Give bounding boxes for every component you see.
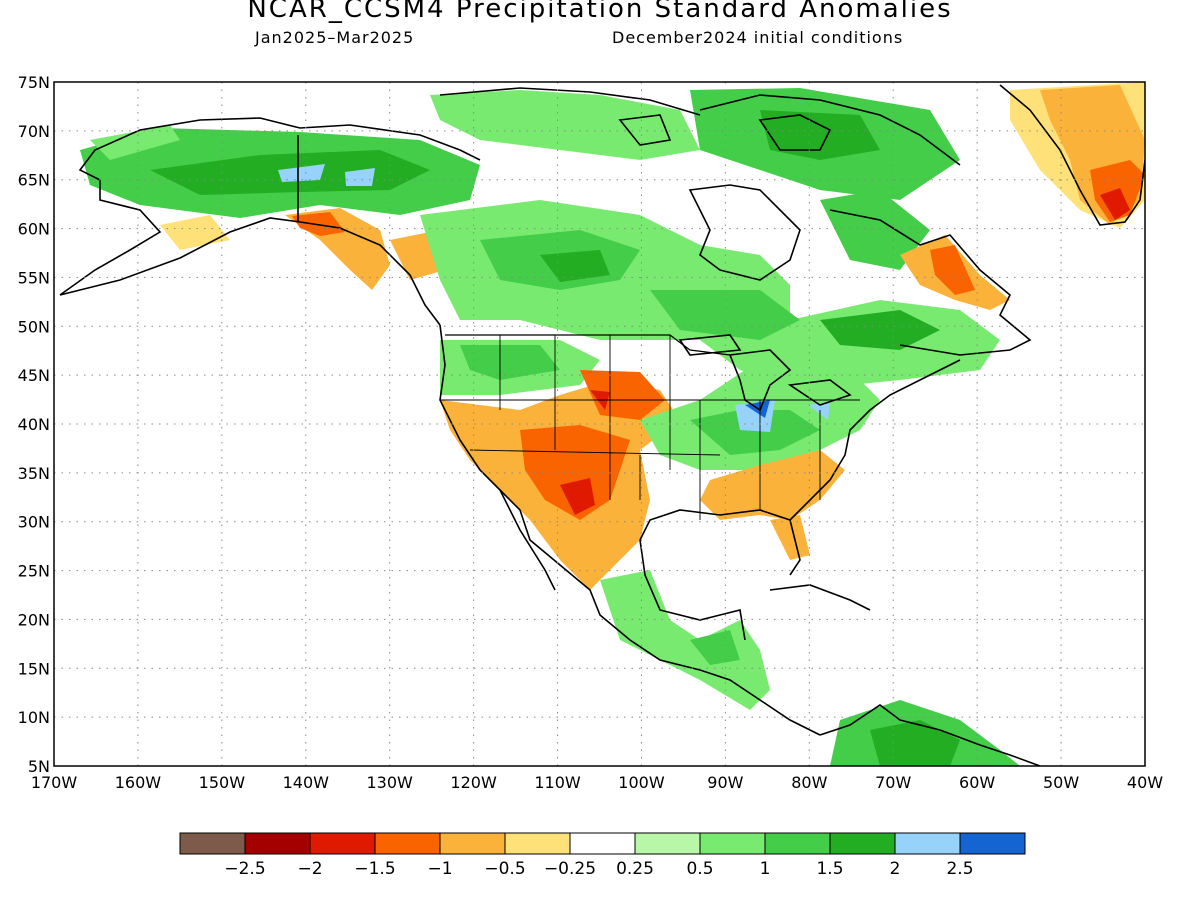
gridlines [54,82,1145,766]
legend-swatch [569,832,636,855]
legend-label: 0.5 [686,859,713,879]
lon-label: 120W [450,773,497,792]
lat-label: 45N [18,366,50,385]
lat-label: 65N [18,171,50,190]
forecast-period: Jan2025–Mar2025 [255,28,415,47]
legend-swatch [439,832,506,855]
legend-label: −1 [427,859,452,879]
legend-swatch [309,832,376,855]
initial-conditions: December2024 initial conditions [612,28,904,47]
lat-label: 25N [18,562,50,581]
lon-label: 150W [199,773,246,792]
lat-label: 70N [18,122,50,141]
lon-label: 70W [875,773,911,792]
lon-label: 80W [791,773,827,792]
legend-swatch [764,832,831,855]
lon-label: 60W [959,773,995,792]
color-legend: −2.5 −2 −1.5 −1 −0.5 −0.25 0.25 0.5 1 1.5 2 2.5 [179,832,1026,879]
lon-label: 100W [618,773,665,792]
lat-label: 75N [18,73,50,92]
coastlines [59,84,1145,766]
lon-label: 170W [31,773,78,792]
lat-label: 5N [28,757,50,776]
legend-swatch [829,832,896,855]
lat-label: 10N [18,708,50,727]
lon-label: 140W [283,773,330,792]
latitude-labels: 75N 70N 65N 60N 55N 50N 45N 40N 35N 30N 25N 20N 15N 1… [18,73,50,776]
lon-label: 50W [1043,773,1079,792]
legend-swatch [504,832,571,855]
legend-swatch [374,832,441,855]
legend-swatch [244,832,311,855]
legend-label: 1.5 [816,859,843,879]
lat-label: 30N [18,513,50,532]
legend-label: 2.5 [946,859,973,879]
legend-label: 1 [760,859,771,879]
legend-label: −0.5 [484,859,525,879]
lat-label: 35N [18,464,50,483]
lat-label: 20N [18,610,50,629]
lon-label: 110W [534,773,581,792]
legend-swatch [894,832,961,855]
longitude-labels: 170W 160W 150W 140W 130W 120W 110W 100W 90W 80W 70… [31,773,1163,792]
lat-label: 15N [18,659,50,678]
lat-label: 55N [18,268,50,287]
legend-label: −2 [297,859,322,879]
legend-swatch [959,832,1026,855]
legend-label: 2 [890,859,901,879]
legend-label: 0.25 [616,859,654,879]
lat-label: 60N [18,220,50,239]
lon-label: 40W [1127,773,1163,792]
legend-label: −0.25 [544,859,596,879]
lat-label: 40N [18,415,50,434]
legend-swatch [179,832,246,855]
lon-label: 130W [367,773,414,792]
anomaly-shading [54,82,1145,766]
legend-label: −1.5 [354,859,395,879]
lon-label: 160W [115,773,162,792]
map-title: NCAR_CCSM4 Precipitation Standard Anomal… [247,0,953,24]
legend-swatch [699,832,766,855]
legend-swatch [634,832,701,855]
lon-label: 90W [707,773,743,792]
map-frame [53,81,1146,767]
legend-label: −2.5 [224,859,265,879]
lat-label: 50N [18,317,50,336]
